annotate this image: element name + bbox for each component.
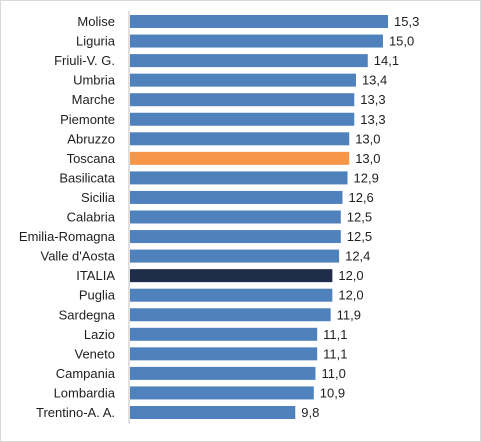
bar-valle-d-aosta xyxy=(130,249,340,263)
value-label: 15,3 xyxy=(394,14,419,29)
value-label: 10,9 xyxy=(320,385,345,400)
bar-trentino-a-a xyxy=(130,406,296,419)
bar-piemonte xyxy=(130,112,355,126)
value-label: 12,5 xyxy=(347,229,372,244)
value-label: 13,0 xyxy=(355,131,380,146)
bar-basilicata xyxy=(130,171,348,185)
value-label: 11,1 xyxy=(323,327,347,342)
value-label: 12,0 xyxy=(338,268,363,283)
value-label: 15,0 xyxy=(389,34,414,49)
value-label: 13,3 xyxy=(360,92,385,107)
category-label: Trentino-A. A. xyxy=(36,405,115,420)
bar-liguria xyxy=(130,34,383,48)
value-label: 13,0 xyxy=(355,151,380,166)
bar-sardegna xyxy=(130,308,331,322)
category-label: Piemonte xyxy=(60,112,115,127)
category-label: Abruzzo xyxy=(67,131,115,146)
value-label: 11,0 xyxy=(321,366,345,381)
value-label: 12,0 xyxy=(338,288,363,303)
bar-campania xyxy=(130,366,316,380)
category-label: Valle d'Aosta xyxy=(40,249,115,264)
category-label: Friuli-V. G. xyxy=(54,53,115,68)
category-label: Campania xyxy=(56,366,116,381)
value-labels-group: 15,3 15,0 14,1 13,4 13,3 13,3 13,0 13,0 12,9 12,6… xyxy=(301,14,419,420)
category-label: Sardegna xyxy=(59,307,116,322)
category-label: Calabria xyxy=(67,210,116,225)
bar-calabria xyxy=(130,210,341,224)
category-label: Umbria xyxy=(73,73,116,88)
bar-lombardia xyxy=(130,386,314,400)
category-label: ITALIA xyxy=(76,268,115,283)
value-label: 12,4 xyxy=(345,249,370,264)
bar-molise xyxy=(130,15,388,28)
bar-veneto xyxy=(130,347,318,361)
category-label: Emilia-Romagna xyxy=(19,229,116,244)
category-label: Molise xyxy=(77,14,115,29)
value-label: 12,5 xyxy=(347,210,372,225)
category-label: Basilicata xyxy=(59,170,115,185)
bars-group xyxy=(130,15,388,419)
value-label: 9,8 xyxy=(301,405,319,420)
value-label: 13,3 xyxy=(360,112,385,127)
category-label: Sicilia xyxy=(81,190,116,205)
value-label: 12,9 xyxy=(354,170,379,185)
bar-sicilia xyxy=(130,190,343,204)
bar-italia xyxy=(130,269,333,283)
category-label: Puglia xyxy=(79,288,116,303)
bar-puglia xyxy=(130,288,333,302)
bar-friuli-v-g xyxy=(130,54,368,68)
category-label: Lombardia xyxy=(54,385,116,400)
category-label: Liguria xyxy=(76,34,116,49)
value-label: 12,6 xyxy=(348,190,373,205)
value-label: 14,1 xyxy=(374,53,399,68)
bar-umbria xyxy=(130,73,356,87)
value-label: 13,4 xyxy=(362,73,387,88)
bar-toscana xyxy=(130,151,350,165)
category-label: Veneto xyxy=(75,346,116,361)
bar-marche xyxy=(130,93,355,107)
category-label: Toscana xyxy=(67,151,116,166)
value-label: 11,1 xyxy=(323,346,347,361)
category-labels-group: Molise Liguria Friuli-V. G. Umbria Marche Pie… xyxy=(19,14,116,420)
bar-emilia-romagna xyxy=(130,230,341,244)
bar-lazio xyxy=(130,327,318,341)
value-label: 11,9 xyxy=(337,307,361,322)
category-label: Marche xyxy=(72,92,115,107)
category-label: Lazio xyxy=(84,327,115,342)
bar-abruzzo xyxy=(130,132,350,146)
